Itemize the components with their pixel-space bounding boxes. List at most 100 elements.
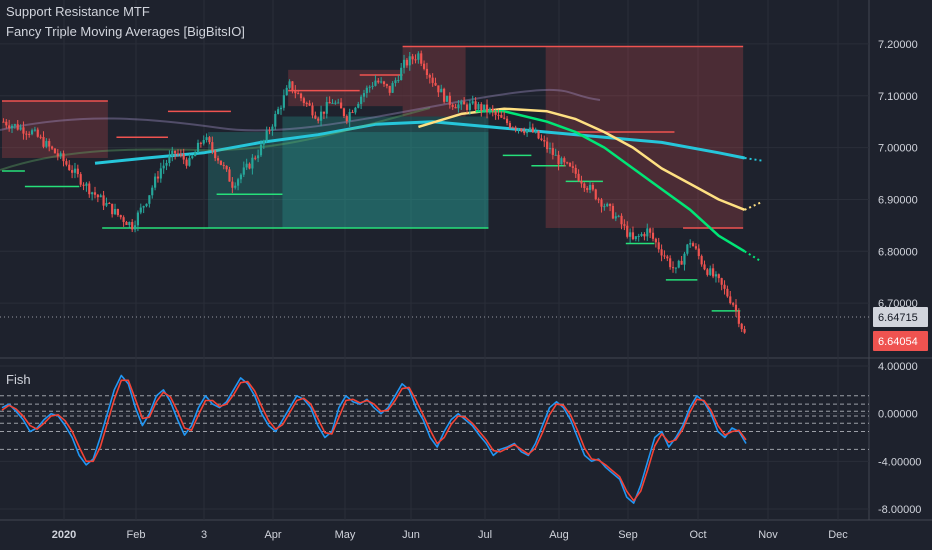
candle-body bbox=[523, 131, 526, 134]
candle-body bbox=[394, 80, 397, 84]
candle-body bbox=[191, 156, 194, 159]
candle-body bbox=[643, 233, 646, 237]
candle-body bbox=[657, 242, 660, 250]
candle-body bbox=[377, 80, 380, 83]
indicator-label-fish[interactable]: Fish bbox=[6, 372, 31, 387]
candle-body bbox=[322, 111, 326, 114]
candle-body bbox=[546, 141, 549, 150]
candle-body bbox=[497, 114, 500, 116]
candle-body bbox=[8, 125, 11, 129]
candle-body bbox=[617, 215, 620, 217]
candle-body bbox=[528, 127, 532, 130]
candle-body bbox=[259, 144, 263, 156]
moving-average-line bbox=[475, 110, 746, 253]
candle-body bbox=[371, 85, 374, 87]
candle-body bbox=[225, 165, 228, 170]
candle-body bbox=[351, 112, 354, 114]
candle-body bbox=[319, 111, 323, 121]
candle-body bbox=[125, 221, 128, 226]
candle-body bbox=[526, 129, 529, 134]
indicator-label-support-resistance[interactable]: Support Resistance MTF bbox=[6, 4, 150, 19]
candle-body bbox=[540, 138, 543, 140]
candle-body bbox=[431, 77, 434, 83]
candle-body bbox=[85, 183, 88, 186]
fish-oscillator bbox=[0, 374, 869, 504]
candle-body bbox=[503, 117, 506, 119]
y-tick-label: 6.80000 bbox=[878, 246, 918, 258]
candle-body bbox=[159, 168, 162, 179]
candle-body bbox=[76, 168, 79, 175]
candle-body bbox=[637, 235, 640, 237]
candle-body bbox=[5, 121, 8, 126]
candle-body bbox=[365, 87, 368, 94]
candle-body bbox=[340, 102, 343, 109]
candle-body bbox=[391, 83, 394, 93]
candle-body bbox=[505, 118, 509, 124]
candle-body bbox=[311, 105, 314, 116]
x-tick-label: Sep bbox=[618, 529, 638, 541]
candle-body bbox=[368, 86, 371, 88]
candle-body bbox=[566, 162, 569, 164]
candle-body bbox=[216, 158, 220, 161]
candle-body bbox=[111, 203, 114, 215]
candle-body bbox=[62, 153, 65, 162]
candle-body bbox=[537, 130, 540, 139]
candle-body bbox=[182, 154, 185, 160]
support-zone bbox=[208, 132, 489, 228]
candle-body bbox=[145, 203, 148, 207]
candle-body bbox=[108, 202, 111, 204]
candle-body bbox=[571, 166, 574, 168]
candle-body bbox=[288, 81, 291, 88]
candle-body bbox=[142, 206, 145, 208]
candle-body bbox=[443, 88, 446, 102]
candle-body bbox=[342, 108, 346, 117]
candle-body bbox=[712, 268, 715, 277]
candle-body bbox=[591, 184, 594, 190]
candle-body bbox=[10, 125, 14, 129]
candle-body bbox=[122, 217, 125, 222]
candle-body bbox=[285, 87, 288, 96]
candle-body bbox=[483, 104, 486, 111]
candle-body bbox=[709, 268, 712, 275]
candle-body bbox=[348, 112, 351, 122]
candle-body bbox=[514, 127, 517, 130]
candle-body bbox=[694, 246, 698, 249]
candle-body bbox=[600, 199, 603, 207]
candle-body bbox=[214, 150, 217, 159]
candle-body bbox=[380, 81, 383, 83]
candle-body bbox=[136, 212, 140, 226]
current-price-badge bbox=[873, 307, 928, 327]
x-tick-label: Feb bbox=[127, 529, 146, 541]
candle-body bbox=[606, 203, 609, 207]
candle-body bbox=[19, 127, 22, 130]
candle-body bbox=[734, 304, 738, 311]
indicator-label-moving-averages[interactable]: Fancy Triple Moving Averages [BigBitsIO] bbox=[6, 24, 245, 39]
candle-body bbox=[471, 101, 474, 104]
candle-body bbox=[294, 91, 297, 94]
candle-body bbox=[620, 215, 623, 225]
candle-body bbox=[457, 104, 460, 109]
candle-body bbox=[265, 130, 268, 141]
candle-body bbox=[660, 249, 663, 256]
candle-body bbox=[271, 126, 274, 131]
candle-body bbox=[25, 133, 28, 135]
candle-body bbox=[388, 85, 391, 93]
candle-body bbox=[671, 267, 675, 269]
x-tick-label: 3 bbox=[201, 529, 207, 541]
candle-body bbox=[674, 267, 677, 269]
candle-body bbox=[543, 139, 546, 142]
candle-body bbox=[360, 96, 363, 104]
candle-body bbox=[102, 195, 105, 206]
candle-body bbox=[277, 109, 280, 114]
candle-body bbox=[151, 187, 154, 196]
candle-body bbox=[156, 176, 160, 179]
candle-body bbox=[188, 158, 191, 166]
candle-body bbox=[534, 130, 537, 133]
candle-body bbox=[700, 256, 703, 265]
candle-body bbox=[317, 118, 320, 121]
last-price-label: 6.64054 bbox=[878, 336, 918, 348]
candle-body bbox=[91, 192, 94, 195]
candle-body bbox=[242, 167, 245, 175]
candle-body bbox=[563, 158, 566, 163]
